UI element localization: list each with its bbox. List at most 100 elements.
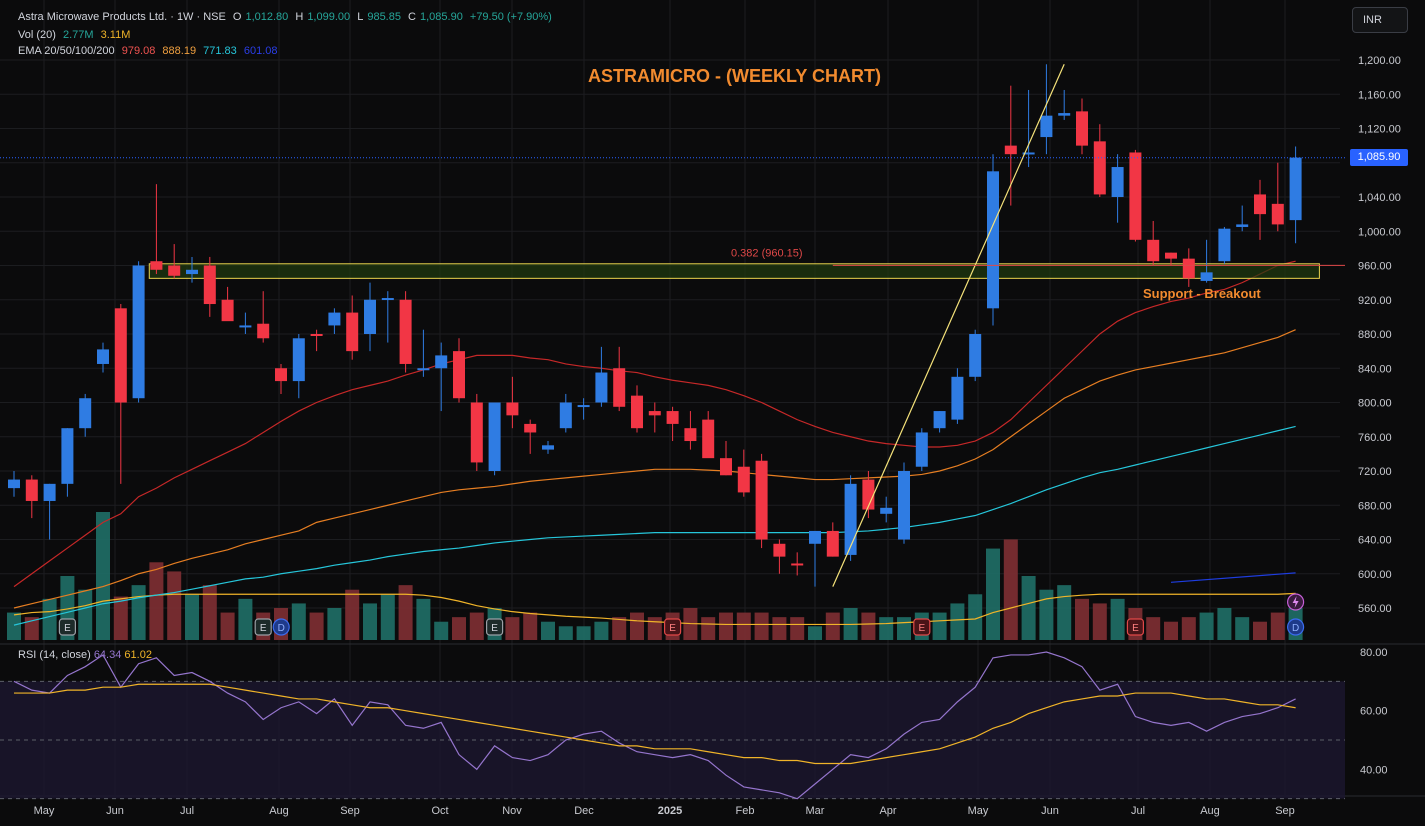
candle-body (132, 265, 145, 399)
candle-body (737, 466, 750, 493)
volume-bar (1003, 539, 1018, 640)
candles[interactable] (8, 64, 1302, 587)
volume-bar (825, 612, 840, 640)
low-label: L (357, 11, 364, 23)
marker-badge (1286, 618, 1305, 636)
volume-bar (647, 617, 662, 640)
time-tick-label: Apr (879, 805, 896, 817)
candle-body (417, 368, 430, 371)
volume-bar (1164, 621, 1178, 640)
candle-body (506, 402, 519, 416)
candle-body (773, 543, 786, 557)
volume-bar (42, 598, 57, 640)
candle-body (613, 368, 626, 407)
candle-body (577, 405, 590, 408)
candle-body (381, 298, 394, 301)
support-zone (148, 263, 1320, 279)
volume-bar (558, 626, 573, 640)
rsi-value: 64.34 (93, 649, 122, 661)
ema20-value: 979.08 (121, 45, 156, 57)
event-markers[interactable]: E E E E E E DD (58, 593, 1305, 636)
price-tick-label: 1,120.00 (1358, 124, 1401, 136)
candle-body (79, 398, 92, 429)
volume-bar (541, 621, 555, 640)
ema-lines (13, 260, 1296, 626)
price-tick-label: 720.00 (1358, 466, 1392, 478)
support-label: Support - Breakout (1143, 286, 1261, 301)
ema200-line (1170, 572, 1296, 583)
candle-body (969, 334, 982, 377)
symbol-line: Astra Microwave Products Ltd. · 1W · NSE (18, 11, 226, 23)
rsi-tick-label: 40.00 (1360, 764, 1388, 776)
earnings-marker[interactable]: E (1126, 618, 1145, 636)
candle-body (1289, 157, 1302, 221)
dividend-marker[interactable]: D (272, 618, 290, 636)
candle-body (1218, 228, 1231, 262)
marker-letter: E (491, 623, 498, 634)
candle-body (631, 395, 643, 429)
candle-body (542, 445, 554, 450)
candle-body (1182, 258, 1195, 279)
time-tick-label: Nov (502, 805, 522, 817)
rsi-pane[interactable] (0, 651, 1345, 800)
dividend-marker[interactable]: D (1286, 618, 1305, 636)
volume-bar (24, 617, 39, 640)
candle-body (1200, 272, 1213, 281)
earnings-marker[interactable]: E (486, 618, 504, 636)
candle-body (1165, 252, 1177, 259)
candle-body (898, 471, 910, 540)
earnings-marker[interactable]: E (663, 618, 682, 636)
candle-body (809, 530, 821, 544)
marker-badge (486, 618, 504, 636)
earnings-marker[interactable]: E (254, 618, 272, 636)
price-tick-label: 1,160.00 (1358, 89, 1401, 101)
candle-body (239, 325, 252, 328)
price-tick-label: 1,040.00 (1358, 192, 1401, 204)
volume-bar (202, 585, 217, 640)
candle-body (702, 419, 715, 459)
candle-body (203, 265, 216, 305)
candle-body (595, 372, 608, 403)
candle-body (168, 265, 181, 276)
volume-bar (576, 626, 591, 640)
price-tick-label: 760.00 (1358, 432, 1392, 444)
candle-body (25, 479, 38, 501)
marker-badge (913, 618, 931, 636)
volume-bar (452, 617, 466, 640)
currency-button[interactable]: INR (1352, 7, 1408, 33)
volume-bar (523, 612, 538, 640)
earnings-marker[interactable]: E (58, 618, 77, 636)
candle-body (862, 479, 875, 510)
candle-body (559, 402, 572, 429)
candle-body (186, 269, 198, 275)
marker-letter: E (669, 623, 676, 634)
rsi-tick-label: 80.00 (1360, 647, 1388, 659)
volume-bar (1235, 617, 1250, 640)
flash-icon[interactable] (1286, 593, 1305, 611)
time-tick-label: 2025 (658, 805, 682, 817)
rsi-ma-value: 61.02 (124, 649, 152, 661)
volume-bar (131, 585, 146, 640)
volume-bar (754, 612, 769, 640)
low-value: 985.85 (367, 11, 401, 23)
candle-body (1022, 152, 1035, 155)
volume-bar (736, 612, 751, 640)
volume-bar (701, 617, 716, 640)
volume-bars (7, 512, 1303, 640)
volume-bar (78, 589, 93, 640)
price-tick-label: 840.00 (1358, 363, 1392, 375)
axes: 560.00 600.00 640.00 680.00 720.00 760.00 800.… (34, 55, 1401, 817)
volume-bar (309, 612, 324, 640)
earnings-marker[interactable]: E (913, 618, 931, 636)
candle-body (275, 368, 287, 382)
candle-body (470, 402, 483, 463)
close-value: 1,085.90 (420, 11, 463, 23)
volume-bar (861, 612, 876, 640)
time-tick-label: Aug (269, 805, 289, 817)
time-tick-label: Sep (1275, 805, 1295, 817)
time-tick-label: Sep (340, 805, 360, 817)
volume-bar (932, 612, 947, 640)
time-tick-label: Mar (806, 805, 825, 817)
volume-bar (879, 617, 894, 640)
